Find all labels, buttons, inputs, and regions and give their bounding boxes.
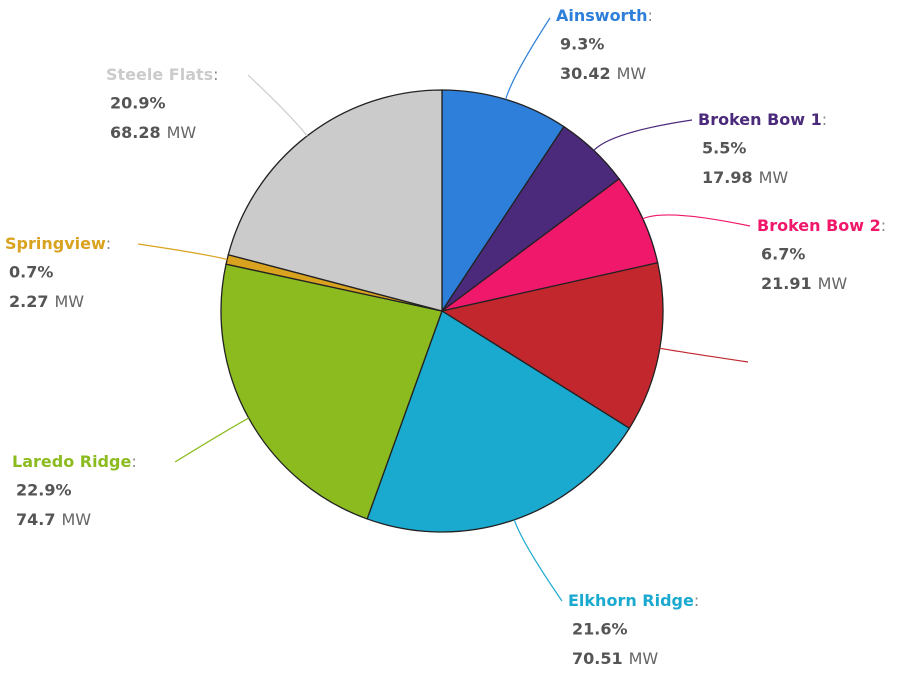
mw-value: 17.98 [702, 168, 753, 187]
connector [593, 119, 693, 151]
mw-value: 68.28 [110, 123, 161, 142]
slice-name: Elkhorn Ridge [568, 591, 694, 610]
percent-label: 5.5% [702, 139, 746, 158]
mw-unit: MW [617, 64, 647, 83]
slice-label: Elkhorn Ridge: [568, 591, 699, 610]
percent-label: 22.9% [16, 481, 72, 500]
pie-slice [227, 89, 443, 312]
slice-name: Broken Bow 2 [757, 216, 881, 235]
pie-slice [366, 310, 631, 533]
separator: : [213, 65, 218, 84]
slice-label: Broken Bow 2: [757, 216, 886, 235]
separator: : [694, 591, 699, 610]
slice-name: Laredo Ridge [12, 452, 131, 471]
mw-value: 2.27 [9, 292, 48, 311]
slice-label: Ainsworth: [556, 6, 653, 25]
connector [137, 243, 228, 260]
connector [174, 417, 249, 463]
connector [513, 519, 563, 602]
mw-unit: MW [629, 649, 659, 668]
mw-unit: MW [167, 123, 197, 142]
connector [642, 214, 751, 227]
mw-value: 74.7 [16, 510, 55, 529]
connector [659, 347, 749, 363]
mw-value: 70.51 [572, 649, 623, 668]
percent-label: 20.9% [110, 94, 166, 113]
mw-label: 30.42 MW [560, 64, 646, 83]
mw-label: 2.27 MW [9, 292, 84, 311]
mw-label: 74.7 MW [16, 510, 91, 529]
mw-label: 17.98 MW [702, 168, 788, 187]
percent-label: 21.6% [572, 620, 628, 639]
mw-label: 68.28 MW [110, 123, 196, 142]
percent-label: 9.3% [560, 35, 604, 54]
separator: : [106, 234, 111, 253]
slice-name: Steele Flats [106, 65, 213, 84]
mw-unit: MW [61, 510, 91, 529]
mw-unit: MW [54, 292, 84, 311]
connector [247, 74, 308, 137]
slice-label: Springview: [5, 234, 111, 253]
separator: : [881, 216, 886, 235]
separator: : [647, 6, 652, 25]
mw-label: 70.51 MW [572, 649, 658, 668]
slice-label: Steele Flats: [106, 65, 219, 84]
mw-value: 21.91 [761, 274, 812, 293]
percent-label: 6.7% [761, 245, 805, 264]
separator: : [822, 110, 827, 129]
separator: : [131, 452, 136, 471]
mw-label: 21.91 MW [761, 274, 847, 293]
percent-label: 0.7% [9, 263, 53, 282]
slice-name: Springview [5, 234, 106, 253]
mw-unit: MW [818, 274, 848, 293]
mw-unit: MW [759, 168, 789, 187]
pie-slice [441, 89, 565, 314]
slice-label: Laredo Ridge: [12, 452, 137, 471]
connector [505, 17, 551, 100]
slice-name: Broken Bow 1 [698, 110, 822, 129]
slice-name: Ainsworth [556, 6, 647, 25]
mw-value: 30.42 [560, 64, 611, 83]
slice-label: Broken Bow 1: [698, 110, 827, 129]
